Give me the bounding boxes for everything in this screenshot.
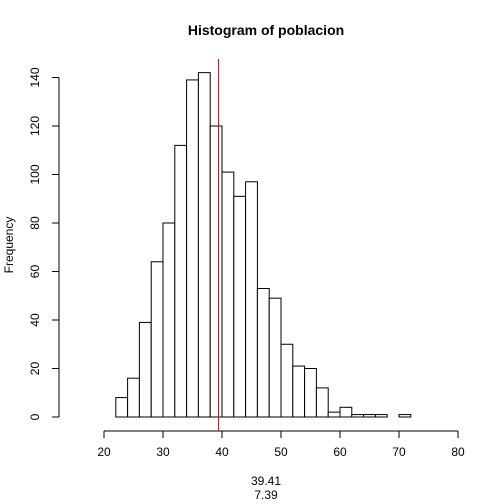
histogram-bar-18 [327,411,341,418]
histogram-bar-15 [292,365,306,418]
y-axis-label: Frequency [2,217,16,274]
y-tick-label-7: 140 [28,67,42,87]
histogram-bar-4 [162,222,176,418]
histogram-bar-21 [363,414,376,418]
histogram-bar-17 [315,387,329,418]
histogram-bar-2 [138,321,152,418]
x-tick-label-3: 50 [274,445,288,459]
sd-value-label: 7.39 [254,488,278,502]
x-tick-label-4: 60 [333,445,347,459]
mean-value-label: 39.41 [251,474,281,488]
y-tick-label-2: 40 [28,313,42,327]
histogram-bar-8 [209,125,223,418]
y-tick-label-0: 0 [28,413,42,420]
x-axis: 20 30 40 50 60 70 80 [97,430,465,459]
histogram-bar-10 [233,195,247,418]
histogram-bar-24 [398,414,412,418]
histogram-bar-5 [174,144,188,418]
histogram-bar-19 [339,406,353,418]
histogram-bar-9 [221,171,235,418]
y-tick-label-4: 80 [28,216,42,230]
histogram-bar-6 [186,79,199,418]
histogram-bars [115,72,412,418]
y-axis: 0 20 40 60 80 100 120 140 [28,67,60,420]
histogram-bar-20 [351,414,365,418]
y-tick-label-5: 100 [28,164,42,184]
histogram-bar-3 [150,261,164,418]
x-tick-label-2: 40 [215,445,229,459]
histogram-bar-1 [127,377,140,418]
x-tick-label-6: 80 [451,445,465,459]
histogram-bar-11 [245,181,258,418]
x-tick-label-0: 20 [97,445,111,459]
histogram-bar-7 [197,72,211,418]
histogram-bar-16 [304,368,317,418]
histogram-bar-13 [268,297,282,418]
histogram-bar-14 [280,343,294,418]
y-tick-label-6: 120 [28,116,42,136]
chart-title: Histogram of poblacion [188,22,344,38]
x-tick-label-5: 70 [392,445,406,459]
histogram-bar-0 [115,397,129,418]
histogram-bar-12 [256,287,270,418]
x-tick-label-1: 30 [156,445,170,459]
y-tick-label-3: 60 [28,265,42,279]
histogram-bar-22 [374,414,388,418]
y-tick-label-1: 20 [28,362,42,376]
